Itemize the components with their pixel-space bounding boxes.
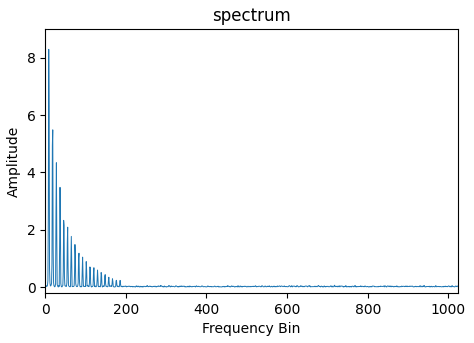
Y-axis label: Amplitude: Amplitude bbox=[7, 126, 21, 197]
X-axis label: Frequency Bin: Frequency Bin bbox=[202, 322, 301, 336]
Title: spectrum: spectrum bbox=[212, 7, 291, 25]
